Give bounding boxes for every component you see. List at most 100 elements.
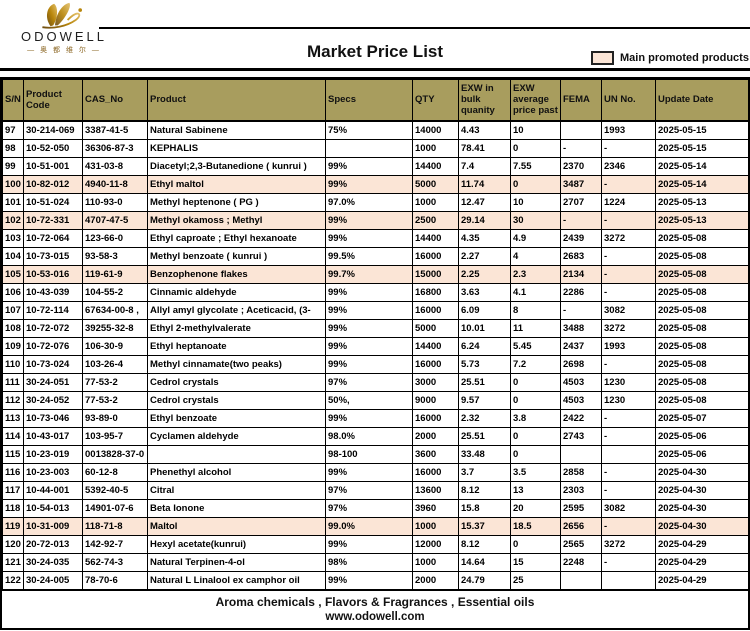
cell-specs: 99% <box>325 534 413 554</box>
column-header-product: Product <box>147 79 326 122</box>
cell-exw_bulk: 14.64 <box>458 552 511 572</box>
cell-qty: 1000 <box>412 552 459 572</box>
table-row: 101 10-51-024 110-93-0 Methyl heptenone ( P… <box>2 192 749 212</box>
column-header-sn: S/N <box>2 79 24 122</box>
cell-specs: 50%, <box>325 390 413 410</box>
brand-name: ODOWELL <box>20 29 107 44</box>
cell-un_no: 1993 <box>601 336 656 356</box>
cell-product_code: 10-31-009 <box>23 516 83 536</box>
cell-exw_bulk: 5.73 <box>458 354 511 374</box>
cell-sn: 109 <box>2 336 24 356</box>
cell-fema: 2286 <box>560 282 602 302</box>
cell-specs: 98% <box>325 552 413 572</box>
cell-sn: 105 <box>2 264 24 284</box>
cell-cas_no: 123-66-0 <box>82 228 148 248</box>
cell-un_no: - <box>601 552 656 572</box>
cell-update_date: 2025-05-08 <box>655 282 749 302</box>
cell-fema: 2656 <box>560 516 602 536</box>
cell-un_no: - <box>601 246 656 266</box>
cell-cas_no: 5392-40-5 <box>82 480 148 500</box>
cell-qty: 16000 <box>412 462 459 482</box>
cell-product: Methyl okamoss ; Methyl <box>147 210 326 230</box>
cell-exw_bulk: 8.12 <box>458 480 511 500</box>
cell-product: Diacetyl;2,3-Butanedione ( kunrui ) <box>147 156 326 176</box>
table-row: 100 10-82-012 4940-11-8 Ethyl maltol 99% 5000… <box>2 174 749 194</box>
cell-fema: 2248 <box>560 552 602 572</box>
cell-update_date: 2025-05-06 <box>655 444 749 464</box>
cell-cas_no: 103-26-4 <box>82 354 148 374</box>
cell-sn: 106 <box>2 282 24 302</box>
cell-product_code: 30-24-005 <box>23 570 83 590</box>
cell-exw_avg: 0 <box>510 426 561 446</box>
cell-product: Ethyl maltol <box>147 174 326 194</box>
cell-exw_bulk: 9.57 <box>458 390 511 410</box>
cell-exw_bulk: 2.27 <box>458 246 511 266</box>
cell-product_code: 10-72-331 <box>23 210 83 230</box>
cell-sn: 114 <box>2 426 24 446</box>
cell-product: Methyl cinnamate(two peaks) <box>147 354 326 374</box>
cell-exw_avg: 0 <box>510 534 561 554</box>
cell-product_code: 10-72-076 <box>23 336 83 356</box>
cell-fema: 2743 <box>560 426 602 446</box>
cell-product: Ethyl 2-methylvalerate <box>147 318 326 338</box>
cell-product: Citral <box>147 480 326 500</box>
price-table: S/N Product Code CAS_No Product Specs QTY EXW … <box>2 79 749 590</box>
cell-fema: 2707 <box>560 192 602 212</box>
cell-product: Beta Ionone <box>147 498 326 518</box>
column-header-exw_bulk: EXW in bulk quanity <box>458 79 511 122</box>
cell-fema: 3488 <box>560 318 602 338</box>
table-row: 107 10-72-114 67634-00-8 , Allyl amyl glyco… <box>2 300 749 320</box>
cell-un_no: 3082 <box>601 498 656 518</box>
cell-cas_no: 77-53-2 <box>82 372 148 392</box>
table-row: 115 10-23-019 0013828-37-0 98-100 3600 33.48 0… <box>2 444 749 464</box>
cell-sn: 98 <box>2 138 24 158</box>
cell-exw_avg: 7.2 <box>510 354 561 374</box>
cell-fema: 2683 <box>560 246 602 266</box>
cell-cas_no: 4707-47-5 <box>82 210 148 230</box>
cell-product <box>147 444 326 464</box>
cell-exw_avg: 5.45 <box>510 336 561 356</box>
cell-sn: 103 <box>2 228 24 248</box>
cell-exw_bulk: 10.01 <box>458 318 511 338</box>
cell-product: Maltol <box>147 516 326 536</box>
cell-specs: 99% <box>325 300 413 320</box>
cell-un_no: 1230 <box>601 372 656 392</box>
cell-cas_no: 142-92-7 <box>82 534 148 554</box>
cell-cas_no: 67634-00-8 , <box>82 300 148 320</box>
cell-update_date: 2025-05-15 <box>655 138 749 158</box>
cell-fema <box>560 444 602 464</box>
cell-update_date: 2025-04-29 <box>655 534 749 554</box>
cell-product_code: 10-53-016 <box>23 264 83 284</box>
cell-specs: 99.7% <box>325 264 413 284</box>
cell-qty: 14400 <box>412 336 459 356</box>
cell-exw_avg: 4.1 <box>510 282 561 302</box>
cell-exw_bulk: 8.12 <box>458 534 511 554</box>
cell-exw_avg: 10 <box>510 120 561 140</box>
cell-sn: 113 <box>2 408 24 428</box>
cell-fema: 2437 <box>560 336 602 356</box>
cell-specs <box>325 138 413 158</box>
cell-exw_avg: 13 <box>510 480 561 500</box>
column-header-fema: FEMA <box>560 79 602 122</box>
cell-cas_no: 93-58-3 <box>82 246 148 266</box>
cell-sn: 112 <box>2 390 24 410</box>
cell-cas_no: 39255-32-8 <box>82 318 148 338</box>
cell-qty: 2000 <box>412 570 459 590</box>
cell-update_date: 2025-05-08 <box>655 264 749 284</box>
cell-sn: 122 <box>2 570 24 590</box>
cell-sn: 116 <box>2 462 24 482</box>
cell-cas_no: 4940-11-8 <box>82 174 148 194</box>
cell-fema: 2439 <box>560 228 602 248</box>
cell-exw_bulk: 6.09 <box>458 300 511 320</box>
cell-specs: 99% <box>325 354 413 374</box>
cell-update_date: 2025-05-08 <box>655 354 749 374</box>
footer-website-link[interactable]: www.odowell.com <box>325 610 425 623</box>
cell-un_no: - <box>601 282 656 302</box>
cell-cas_no: 562-74-3 <box>82 552 148 572</box>
table-row: 122 30-24-005 78-70-6 Natural L Linalool ex… <box>2 570 749 590</box>
cell-exw_avg: 0 <box>510 390 561 410</box>
cell-fema <box>560 120 602 140</box>
column-header-qty: QTY <box>412 79 459 122</box>
cell-update_date: 2025-05-08 <box>655 318 749 338</box>
cell-exw_avg: 2.3 <box>510 264 561 284</box>
